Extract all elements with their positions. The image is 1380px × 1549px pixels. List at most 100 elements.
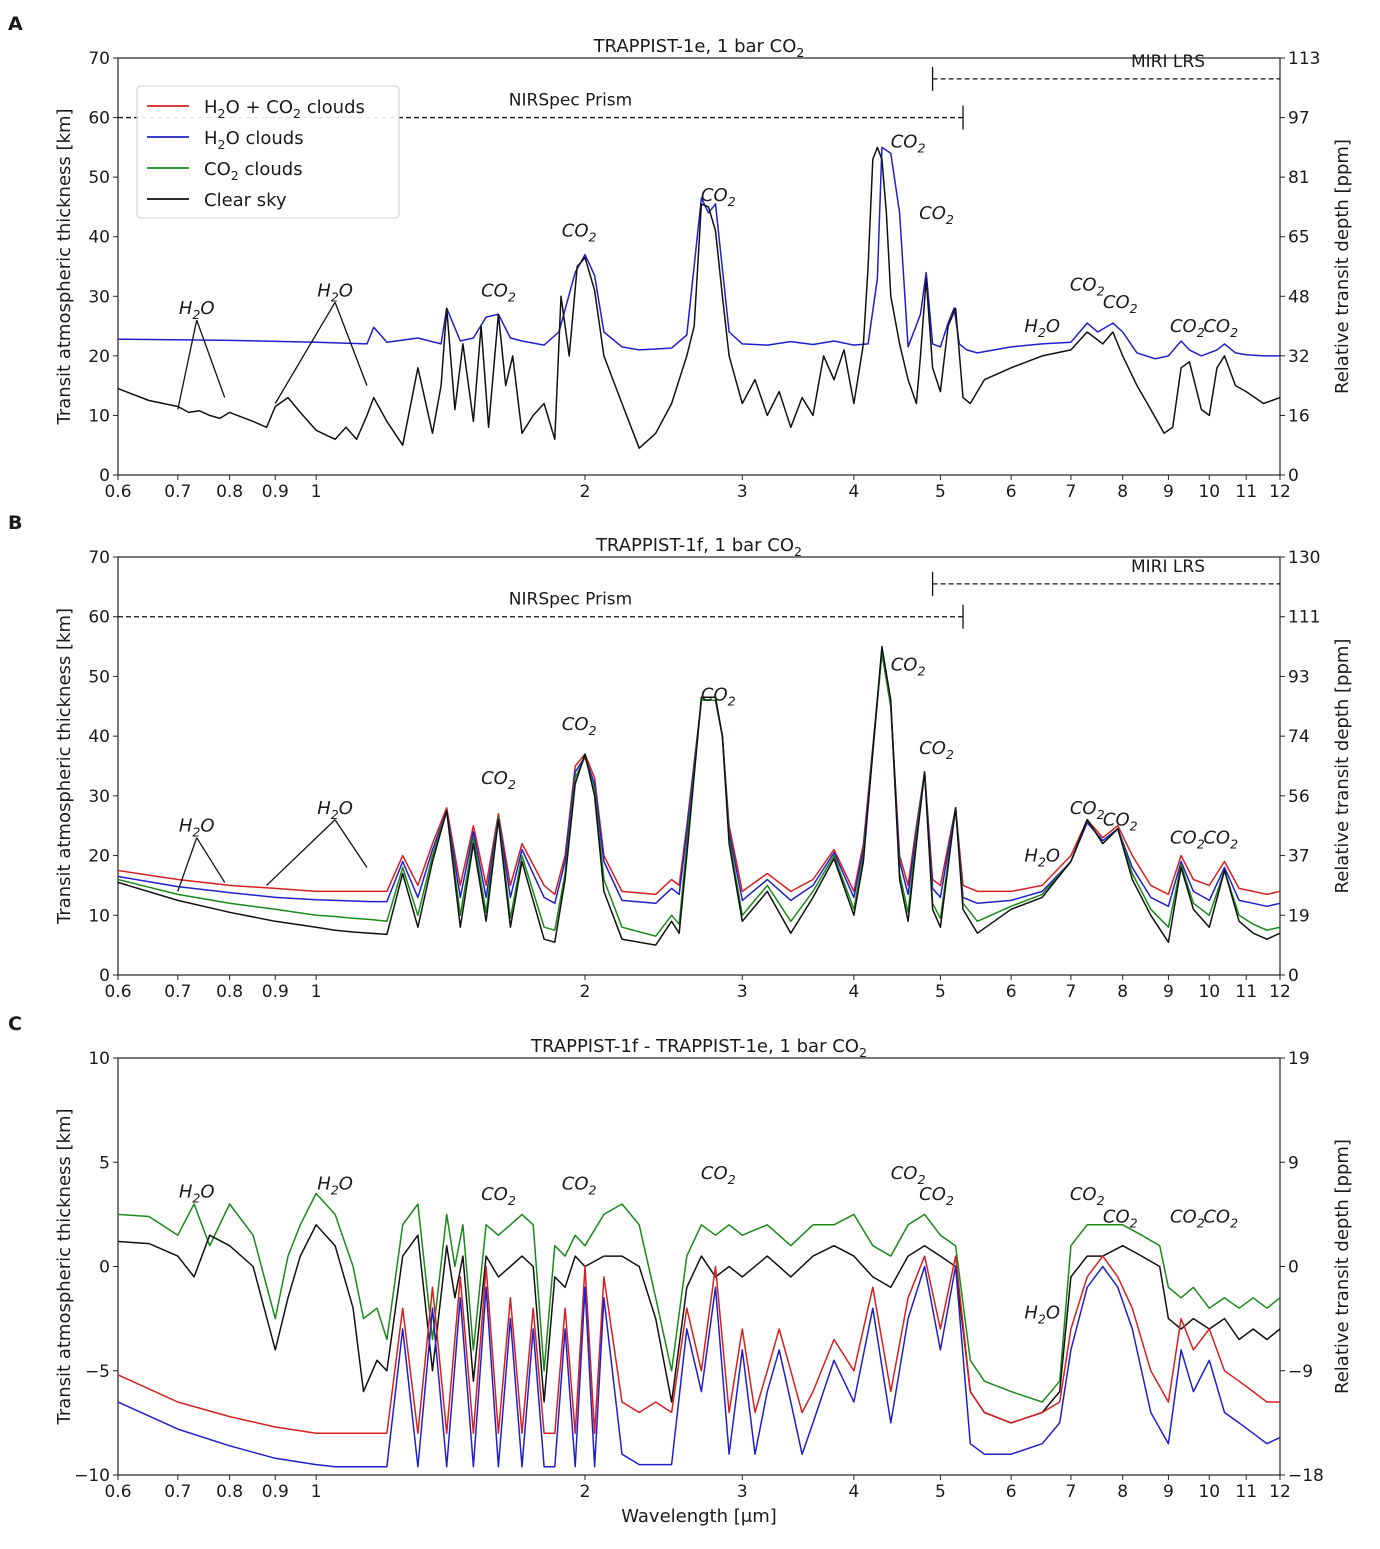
nirspec-label: NIRSpec Prism	[509, 91, 632, 111]
y2-tick-label: 56	[1288, 787, 1310, 807]
x-tick-label: 8	[1117, 482, 1128, 502]
x-tick-label: 3	[737, 482, 748, 502]
y2-axis-label: Relative transit depth [ppm]	[1332, 1139, 1353, 1394]
series-line-co2-clouds	[118, 651, 1280, 937]
x-tick-label: 4	[848, 482, 859, 502]
series-line-clear-sky	[118, 146, 1280, 449]
legend-label: H2O clouds	[204, 128, 304, 152]
x-tick-label: 7	[1066, 982, 1077, 1002]
x-axis-label: Wavelength [μm]	[621, 1506, 777, 1527]
y-tick-label: 60	[88, 109, 110, 129]
y2-tick-label: −18	[1288, 1466, 1324, 1486]
molecule-annotation: H2O	[317, 280, 353, 304]
y-axis-label: Transit atmospheric thickness [km]	[54, 608, 75, 925]
x-tick-label: 7	[1066, 1482, 1077, 1502]
molecule-annotation: CO2​	[1170, 1207, 1205, 1231]
x-tick-label: 8	[1117, 982, 1128, 1002]
x-tick-label: 5	[935, 482, 946, 502]
y2-tick-label: 97	[1288, 109, 1310, 129]
x-tick-label: 9	[1163, 982, 1174, 1002]
series-line-clear-sky	[118, 1224, 1280, 1424]
miri-label: MIRI LRS	[1131, 557, 1205, 577]
annotation-pointer	[334, 302, 368, 386]
y2-tick-label: 16	[1288, 406, 1310, 426]
y-tick-label: 50	[88, 667, 110, 687]
y-tick-label: 0	[99, 466, 110, 486]
x-tick-label: 2	[580, 482, 591, 502]
molecule-annotation: CO2​	[1070, 274, 1105, 298]
x-tick-label: 0.6	[104, 982, 131, 1002]
molecule-annotation: H2O	[317, 1173, 353, 1197]
legend-label: H2O + CO2​ clouds	[204, 97, 365, 121]
molecule-annotation: CO2​	[1170, 316, 1205, 340]
panel-title: TRAPPIST-1e, 1 bar CO2​	[593, 36, 805, 60]
y2-tick-label: 0	[1288, 466, 1299, 486]
x-tick-label: 0.7	[164, 982, 191, 1002]
x-tick-label: 5	[935, 982, 946, 1002]
x-tick-label: 6	[1006, 482, 1017, 502]
y-tick-label: 30	[88, 287, 110, 307]
y2-tick-label: −9	[1288, 1362, 1313, 1382]
molecule-annotation: CO2​	[1203, 316, 1238, 340]
y-tick-label: 10	[88, 1049, 110, 1069]
x-tick-label: 2	[580, 982, 591, 1002]
plot-frame	[117, 556, 1281, 976]
molecule-annotation: CO2​	[1203, 1207, 1238, 1231]
x-tick-label: 10	[1198, 1482, 1220, 1502]
molecule-annotation: H2O	[317, 798, 353, 822]
x-tick-label: 4	[848, 1482, 859, 1502]
series-group	[118, 146, 1280, 449]
y-tick-label: 0	[99, 1258, 110, 1278]
molecule-annotation: H2O	[1024, 1303, 1060, 1327]
x-tick-label: 12	[1269, 1482, 1291, 1502]
series-line-h2o-clouds	[118, 651, 1280, 908]
y-tick-label: −5	[85, 1362, 110, 1382]
x-tick-label: 4	[848, 982, 859, 1002]
molecule-annotation: CO2​	[919, 1184, 954, 1208]
y-axis-label: Transit atmospheric thickness [km]	[54, 1108, 75, 1425]
x-tick-label: 1	[311, 482, 322, 502]
series-line-co2-clouds	[118, 1192, 1280, 1403]
annotation-pointer	[177, 320, 198, 410]
y2-tick-label: 9	[1288, 1153, 1299, 1173]
y-tick-label: 10	[88, 406, 110, 426]
y2-tick-label: 48	[1288, 287, 1310, 307]
x-tick-label: 7	[1066, 482, 1077, 502]
annotation-pointer	[266, 819, 336, 886]
legend-box	[136, 85, 400, 219]
series-line-h2o-clouds	[118, 1265, 1280, 1468]
y2-tick-label: 74	[1288, 727, 1310, 747]
x-tick-label: 0.6	[104, 1482, 131, 1502]
y-tick-label: 20	[88, 347, 110, 367]
y-tick-label: 70	[88, 548, 110, 568]
series-line-clear-sky	[118, 645, 1280, 946]
x-tick-label: 11	[1235, 1482, 1257, 1502]
series-line-h2o-co2-clouds	[118, 651, 1280, 896]
x-tick-label: 0.8	[216, 1482, 243, 1502]
x-tick-label: 10	[1198, 482, 1220, 502]
molecule-annotation: CO2​	[891, 1163, 926, 1187]
x-tick-label: 6	[1006, 982, 1017, 1002]
series-group	[118, 645, 1280, 946]
x-tick-label: 11	[1235, 982, 1257, 1002]
x-tick-label: 11	[1235, 482, 1257, 502]
annotation-pointer	[196, 837, 226, 883]
molecule-annotation: CO2​	[562, 221, 597, 245]
legend: H2O + CO2​ clouds H2O clouds CO2​ clouds Cl…	[136, 85, 400, 219]
plot-frame	[117, 57, 1281, 476]
y2-tick-label: 37	[1288, 847, 1310, 867]
molecule-annotation: CO2​	[1103, 810, 1138, 834]
molecule-annotation: CO2​	[701, 684, 736, 708]
molecule-annotation: H2O	[1024, 316, 1060, 340]
panel-letter: C	[8, 1013, 22, 1035]
y-tick-label: 0	[99, 966, 110, 986]
molecule-annotation: CO2​	[562, 1173, 597, 1197]
panel-c: C TRAPPIST-1f - TRAPPIST-1e, 1 bar CO2​ 0.…	[8, 1013, 1353, 1502]
annotation-pointer	[334, 819, 368, 868]
x-tick-label: 6	[1006, 1482, 1017, 1502]
y2-axis-label: Relative transit depth [ppm]	[1332, 639, 1353, 894]
y2-tick-label: 19	[1288, 906, 1310, 926]
x-tick-label: 0.8	[216, 482, 243, 502]
